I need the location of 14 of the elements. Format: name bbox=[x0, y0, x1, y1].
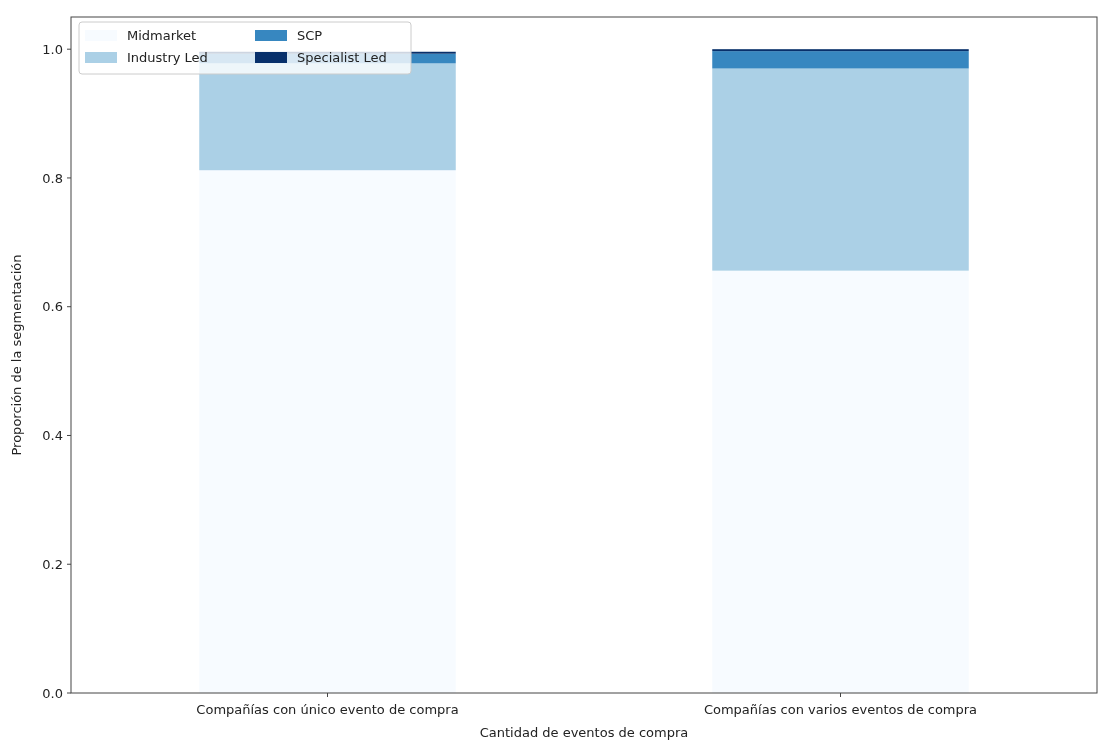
y-tick-label: 0.8 bbox=[42, 170, 63, 186]
y-tick-label: 0.6 bbox=[42, 299, 63, 315]
y-tick-label: 0.4 bbox=[42, 428, 63, 444]
y-tick-label: 1.0 bbox=[42, 41, 63, 57]
legend-label: Midmarket bbox=[127, 28, 197, 43]
legend-label: Specialist Led bbox=[297, 50, 387, 65]
x-axis-title: Cantidad de eventos de compra bbox=[479, 725, 689, 740]
legend-label: Industry Led bbox=[127, 50, 208, 65]
y-tick-label: 0.2 bbox=[42, 556, 63, 572]
y-tick-label: 0.0 bbox=[42, 685, 63, 701]
y-axis-title: Proporción de la segmentación bbox=[9, 254, 24, 456]
x-tick-label: Compañías con varios eventos de compra bbox=[703, 702, 978, 717]
legend-label: SCP bbox=[297, 28, 323, 43]
x-tick-label: Compañías con único evento de compra bbox=[196, 702, 459, 717]
